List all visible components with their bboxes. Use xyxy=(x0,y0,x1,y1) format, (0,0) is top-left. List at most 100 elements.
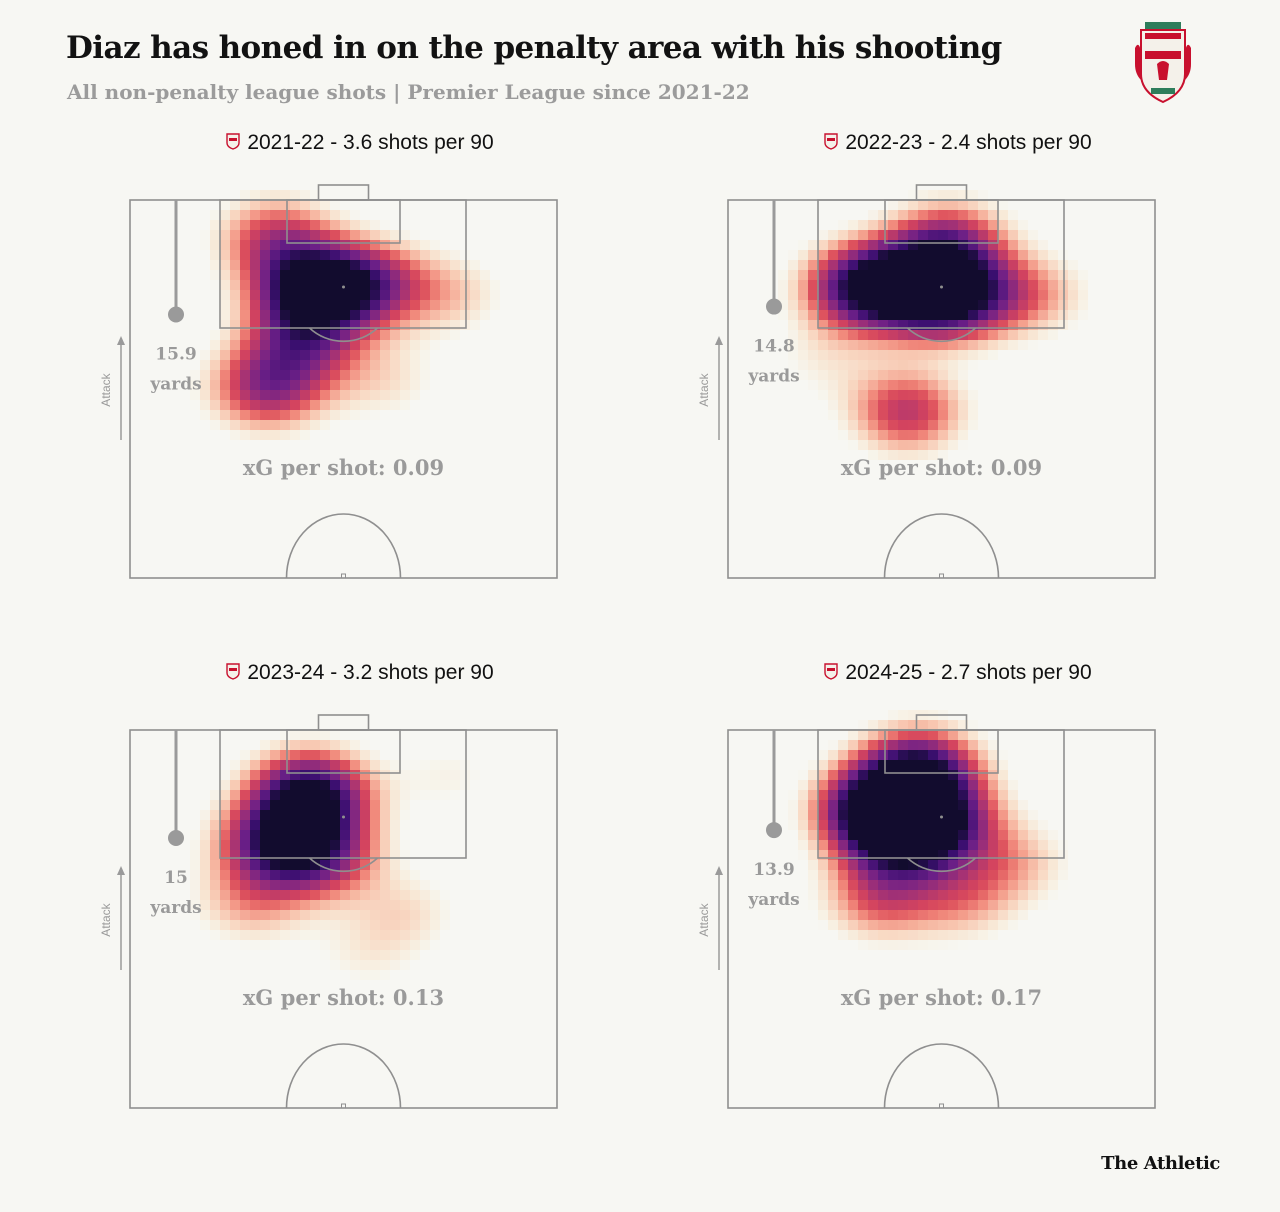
heat-cell xyxy=(978,740,988,750)
heat-cell xyxy=(928,290,938,300)
heat-cell xyxy=(978,730,988,740)
heat-cell xyxy=(798,240,808,250)
panel-title: 2024-25 - 2.7 shots per 90 xyxy=(678,661,1238,689)
heat-cell xyxy=(270,910,280,920)
heat-cell xyxy=(270,240,280,250)
heat-cell xyxy=(310,240,320,250)
heat-cell xyxy=(1018,220,1028,230)
heat-cell xyxy=(958,290,968,300)
heat-cell xyxy=(928,850,938,860)
heat-cell xyxy=(450,270,460,280)
heat-cell xyxy=(240,370,250,380)
heat-cell xyxy=(948,260,958,270)
heat-cell xyxy=(918,390,928,400)
heat-cell xyxy=(190,870,200,880)
heat-cell xyxy=(898,850,908,860)
heat-cell xyxy=(260,780,270,790)
heat-cell xyxy=(928,360,938,370)
heat-cell xyxy=(868,320,878,330)
heat-cell xyxy=(310,210,320,220)
liverpool-crest-icon xyxy=(1135,22,1191,104)
heat-cell xyxy=(240,310,250,320)
heat-cell xyxy=(300,410,310,420)
heat-cell xyxy=(260,380,270,390)
heat-cell xyxy=(270,830,280,840)
heat-cell xyxy=(788,820,798,830)
heat-cell xyxy=(848,390,858,400)
heat-cell xyxy=(998,230,1008,240)
heat-cell xyxy=(420,910,430,920)
heat-cell xyxy=(320,950,330,960)
heat-cell xyxy=(290,220,300,230)
heat-cell xyxy=(370,250,380,260)
heat-cell xyxy=(270,790,280,800)
heat-cell xyxy=(210,890,220,900)
heat-cell xyxy=(320,770,330,780)
heat-cell xyxy=(868,330,878,340)
heat-cell xyxy=(1048,300,1058,310)
chart-subtitle: All non-penalty league shots | Premier L… xyxy=(67,80,750,104)
heat-cell xyxy=(340,960,350,970)
heat-cell xyxy=(808,830,818,840)
heat-cell xyxy=(868,230,878,240)
heat-cell xyxy=(808,250,818,260)
heat-cell xyxy=(370,880,380,890)
heat-cell xyxy=(300,790,310,800)
heat-cell xyxy=(230,300,240,310)
heat-cell xyxy=(918,380,928,390)
heat-cell xyxy=(340,400,350,410)
heat-cell xyxy=(380,960,390,970)
heat-cell xyxy=(1018,850,1028,860)
heat-cell xyxy=(340,250,350,260)
heat-cell xyxy=(390,390,400,400)
heat-cell xyxy=(898,940,908,950)
heat-cell xyxy=(868,750,878,760)
heat-cell xyxy=(828,910,838,920)
distance-unit: yards xyxy=(149,374,201,394)
heat-cell xyxy=(948,720,958,730)
heat-cell xyxy=(210,360,220,370)
heatmap-panel-2021-22: 2021-22 - 3.6 shots per 90 15.9 yards Atta… xyxy=(80,125,640,595)
heat-cell xyxy=(968,210,978,220)
heat-cell xyxy=(250,910,260,920)
heat-cell xyxy=(838,930,848,940)
chart-title: Diaz has honed in on the penalty area wi… xyxy=(66,30,1002,66)
heat-cell xyxy=(998,840,1008,850)
heat-cell xyxy=(988,820,998,830)
heat-cell xyxy=(220,780,230,790)
heat-cell xyxy=(818,820,828,830)
heat-cell xyxy=(390,820,400,830)
heat-cell xyxy=(310,890,320,900)
heat-cell xyxy=(420,290,430,300)
heat-cell xyxy=(230,890,240,900)
heat-cell xyxy=(798,280,808,290)
heat-cell xyxy=(250,850,260,860)
heat-cell xyxy=(888,810,898,820)
heat-cell xyxy=(1058,280,1068,290)
heat-cell xyxy=(430,340,440,350)
heat-cell xyxy=(1048,260,1058,270)
heat-cell xyxy=(858,720,868,730)
heat-cell xyxy=(330,790,340,800)
heat-cell xyxy=(420,360,430,370)
heat-cell xyxy=(798,300,808,310)
heat-cell xyxy=(1078,270,1088,280)
heat-cell xyxy=(210,250,220,260)
heat-cell xyxy=(808,240,818,250)
heat-cell xyxy=(888,900,898,910)
heat-cell xyxy=(918,920,928,930)
heat-cell xyxy=(948,190,958,200)
heat-cell xyxy=(938,330,948,340)
heat-cell xyxy=(848,440,858,450)
heat-cell xyxy=(290,730,300,740)
heat-cell xyxy=(330,940,340,950)
heat-cell xyxy=(270,760,280,770)
heat-cell xyxy=(350,970,360,980)
heat-cell xyxy=(330,250,340,260)
heat-cell xyxy=(400,260,410,270)
heat-cell xyxy=(848,360,858,370)
heat-cell xyxy=(818,770,828,780)
heat-cell xyxy=(370,290,380,300)
heat-cell xyxy=(918,280,928,290)
heat-cell xyxy=(868,240,878,250)
